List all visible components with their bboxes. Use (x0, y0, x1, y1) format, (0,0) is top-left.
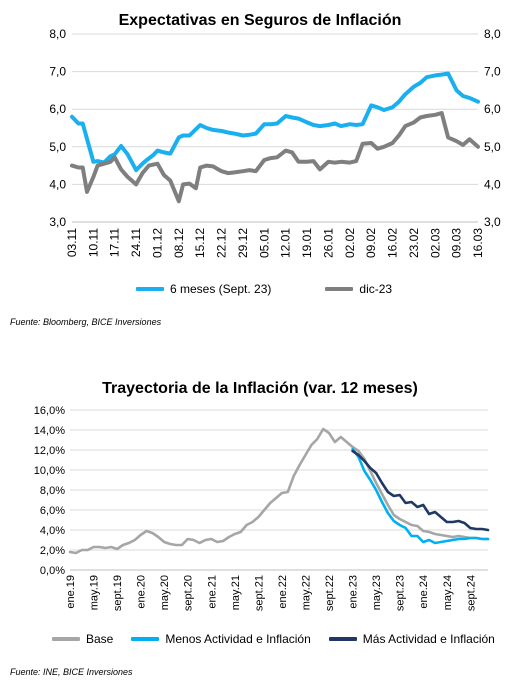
x-tick-label: 19.01 (300, 228, 314, 258)
x-tick-label: may.22 (300, 575, 312, 610)
legend-item-dic-23: dic-23 (325, 282, 392, 296)
y-tick-label: 12,0% (34, 445, 65, 457)
x-tick-label: 26.01 (321, 228, 335, 258)
x-tick-label: may.24 (442, 575, 454, 610)
x-tick-label: ene.21 (206, 575, 218, 609)
y-tick-label-left: 5,0 (49, 140, 66, 154)
x-tick-label: sept.20 (183, 575, 195, 611)
legend-item-base: Base (52, 632, 113, 646)
legend-item-mas-actividad: Más Actividad e Inflación (328, 632, 495, 646)
x-tick-label: sept.22 (324, 575, 336, 611)
y-tick-label: 4,0% (40, 525, 65, 537)
y-tick-label-left: 7,0 (49, 65, 66, 79)
chart-plot-area: 0,0% 2,0% 4,0% 6,0% 8,0% 10,0% 12,0% 14,0% 16,0%… (34, 405, 490, 611)
x-tick-label: sept.23 (395, 575, 407, 611)
series-line-mas-actividad (351, 449, 490, 532)
x-tick-label: 09.02 (364, 228, 378, 258)
x-tick-label: may.23 (371, 575, 383, 610)
legend-label: dic-23 (359, 282, 393, 296)
x-tick-label: sept.19 (112, 575, 124, 611)
y-tick-label: 6,0% (40, 505, 65, 517)
y-tick-label: 8,0% (40, 485, 65, 497)
y-tick-label: 10,0% (34, 465, 65, 477)
y-tick-label: 0,0% (40, 565, 65, 577)
x-tick-label: ene.22 (277, 575, 289, 609)
chart-title: Trayectoria de la Inflación (var. 12 mes… (102, 380, 418, 397)
y-tick-label-left: 8,0 (49, 27, 66, 41)
y-tick-label-left: 6,0 (49, 102, 66, 116)
series-line-base (68, 427, 490, 555)
y-tick-label: 14,0% (34, 425, 65, 437)
x-tick-label: sept.21 (253, 575, 265, 611)
legend-swatch (328, 637, 357, 641)
series-line-6-meses (70, 71, 480, 173)
x-tick-label: may.21 (230, 575, 242, 610)
x-tick-label: 05.01 (257, 228, 271, 258)
legend-swatch (325, 287, 354, 291)
series-line-menos-actividad (351, 447, 490, 545)
legend-swatch (131, 637, 160, 641)
y-tick-label-right: 5,0 (484, 140, 501, 154)
x-tick-label: 03.11 (65, 228, 79, 257)
y-tick-label-right: 4,0 (484, 177, 501, 191)
x-tick-label: 15.12 (193, 228, 207, 258)
chart-legend: 6 meses (Sept. 23) dic-23 (136, 282, 392, 296)
x-tick-label: 16.03 (471, 228, 485, 258)
legend-label: Más Actividad e Inflación (362, 632, 495, 646)
x-tick-label: may.20 (159, 575, 171, 610)
x-tick-label: 02.03 (428, 228, 442, 258)
y-tick-label-right: 6,0 (484, 102, 501, 116)
series-line-dic-23 (70, 111, 480, 204)
x-tick-label: 24.11 (129, 228, 143, 257)
x-tick-label: 29.12 (236, 228, 250, 258)
inflation-trajectory-chart: Trayectoria de la Inflación (var. 12 mes… (0, 372, 520, 652)
x-tick-label: 08.12 (172, 228, 186, 258)
x-tick-label: 16.02 (386, 228, 400, 258)
x-tick-label: ene.20 (136, 575, 148, 609)
y-tick-label-left: 3,0 (49, 215, 66, 229)
chart-title: Expectativas en Seguros de Inflación (118, 12, 402, 29)
x-tick-label: 10.11 (86, 228, 100, 257)
x-tick-label: 01.12 (150, 228, 164, 258)
x-tick-label: 17.11 (108, 228, 122, 257)
legend-label: 6 meses (Sept. 23) (170, 282, 272, 296)
y-tick-label-right: 8,0 (484, 27, 501, 41)
x-tick-label: 23.02 (407, 228, 421, 258)
x-tick-label: 02.02 (343, 228, 357, 258)
x-tick-label: sept.24 (465, 575, 477, 611)
x-tick-label: may.19 (89, 575, 101, 610)
x-tick-label: ene.24 (418, 575, 430, 609)
chart-plot-area: 3,0 3,0 4,0 4,0 5,0 5,0 6,0 6,0 7,0 7,0 8,0 8,0 03.1… (49, 27, 501, 258)
y-tick-label: 2,0% (40, 545, 65, 557)
x-tick-label: 09.03 (450, 228, 464, 258)
x-tick-label: ene.23 (348, 575, 360, 609)
chart-source-note: Fuente: INE, BICE Inversiones (10, 667, 133, 677)
legend-label: Base (86, 632, 114, 646)
y-tick-label: 16,0% (34, 405, 65, 417)
legend-swatch (52, 637, 80, 641)
x-tick-label: ene.19 (65, 575, 77, 609)
chart-source-note: Fuente: Bloomberg, BICE Inversiones (10, 317, 162, 327)
y-tick-label-right: 3,0 (484, 215, 501, 229)
legend-swatch (136, 287, 164, 291)
inflation-insurance-chart: Expectativas en Seguros de Inflación 3,0… (0, 0, 520, 300)
legend-label: Menos Actividad e Inflación (165, 632, 311, 646)
x-tick-label: 12.01 (279, 228, 293, 258)
y-tick-label-left: 4,0 (49, 177, 66, 191)
chart-legend: Base Menos Actividad e Inflación Más Act… (52, 632, 495, 646)
y-tick-label-right: 7,0 (484, 65, 501, 79)
legend-item-menos-actividad: Menos Actividad e Inflación (131, 632, 311, 646)
x-tick-label: 22.12 (215, 228, 229, 258)
legend-item-6-meses: 6 meses (Sept. 23) (136, 282, 271, 296)
